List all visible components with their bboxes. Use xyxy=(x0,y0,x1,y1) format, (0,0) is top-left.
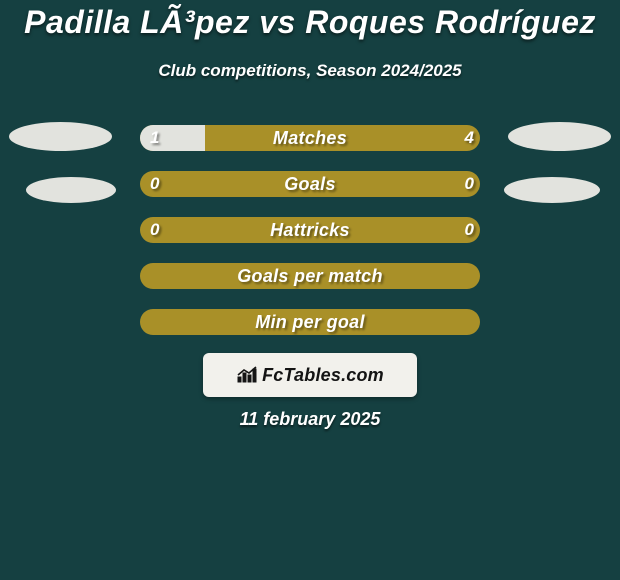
chart-icon xyxy=(236,366,258,384)
stat-row: Matches1 4 xyxy=(0,125,620,151)
stat-value-right: 4 xyxy=(458,125,474,151)
stat-row: Hattricks0 0 xyxy=(0,217,620,243)
page-title: Padilla LÃ³pez vs Roques Rodríguez xyxy=(0,0,620,41)
stat-label: Matches xyxy=(140,125,480,151)
stat-value-left: 1 xyxy=(150,125,166,151)
stat-label: Goals xyxy=(140,171,480,197)
stat-rows: Matches14Goals00Hattricks00Goals per mat… xyxy=(0,125,620,355)
source-badge[interactable]: FcTables.com xyxy=(203,353,417,397)
stat-bar-track: Goals xyxy=(140,171,480,197)
stat-row: Goals per match xyxy=(0,263,620,289)
stat-bar-track: Matches xyxy=(140,125,480,151)
page-subtitle: Club competitions, Season 2024/2025 xyxy=(0,61,620,81)
stat-row: Goals0 0 xyxy=(0,171,620,197)
stat-bar-track: Min per goal xyxy=(140,309,480,335)
stat-bar-track: Hattricks xyxy=(140,217,480,243)
stat-label: Goals per match xyxy=(140,263,480,289)
comparison-infographic: Padilla LÃ³pez vs Roques Rodríguez Club … xyxy=(0,0,620,580)
stat-bar-track: Goals per match xyxy=(140,263,480,289)
date-text: 11 february 2025 xyxy=(0,409,620,430)
stat-row: Min per goal xyxy=(0,309,620,335)
source-badge-label: FcTables.com xyxy=(262,365,384,386)
stat-value-left: 0 xyxy=(150,171,166,197)
stat-label: Min per goal xyxy=(140,309,480,335)
stat-value-right: 0 xyxy=(458,217,474,243)
stat-value-left: 0 xyxy=(150,217,166,243)
stat-label: Hattricks xyxy=(140,217,480,243)
stat-value-right: 0 xyxy=(458,171,474,197)
